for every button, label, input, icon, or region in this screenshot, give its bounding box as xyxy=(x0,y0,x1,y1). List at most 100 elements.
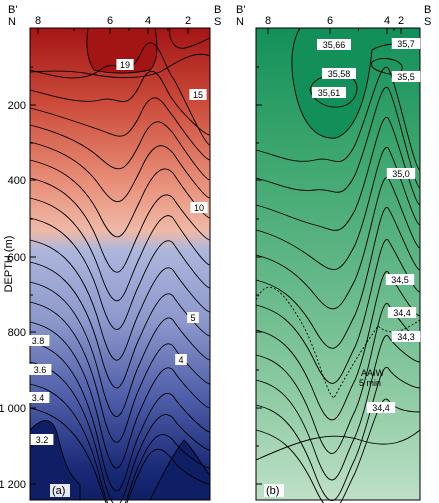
salinity-contour xyxy=(255,239,421,384)
salinity-contour-label-bg xyxy=(391,331,421,342)
y-tick-label: 800 xyxy=(8,327,26,339)
temperature-contour-core xyxy=(86,27,158,74)
salinity-contour xyxy=(255,86,421,193)
y-tick-label: 200 xyxy=(8,100,26,112)
panel-a-labels: 19 15 10 5 4 3.8 3.6 3.4 3.2 xyxy=(26,59,208,445)
salinity-contour-label-bg xyxy=(391,38,421,49)
salinity-contour-label: 35,5 xyxy=(397,72,415,82)
salinity-contour-label: 34,4 xyxy=(393,308,411,318)
salinity-contour-label: 34,5 xyxy=(391,275,409,285)
y-tick-label: 400 xyxy=(8,175,26,187)
salinity-contour-label: 35,58 xyxy=(328,69,351,79)
temperature-contour xyxy=(29,341,211,492)
panel-a-field xyxy=(30,28,210,500)
panel-b-frame xyxy=(255,27,421,501)
salinity-contour-label: 35,66 xyxy=(323,40,346,50)
temperature-contour-label: 15 xyxy=(193,90,203,100)
panel-b-labels: 35,66 35,7 35,58 35,5 35,61 35,0 34,5 34,4 34,3 3… xyxy=(312,38,421,413)
temperature-contour-label: 3.2 xyxy=(36,435,49,445)
temperature-contour-label-bg xyxy=(26,392,50,403)
temperature-contour xyxy=(29,97,211,161)
temperature-contour xyxy=(29,321,211,469)
panel-b-right-end-top: B xyxy=(424,4,431,16)
salinity-contour xyxy=(255,177,421,310)
temperature-contour xyxy=(149,439,211,501)
temperature-contour xyxy=(29,141,211,203)
x-tick-label: 8 xyxy=(35,15,41,27)
salinity-contour-label: 35,7 xyxy=(397,39,415,49)
x-tick-label: 8 xyxy=(265,15,271,27)
salinity-contour-label-bg xyxy=(385,274,415,285)
salinity-contour xyxy=(255,335,421,481)
panel-b xyxy=(255,27,421,503)
temperature-contour xyxy=(29,70,211,136)
salinity-contour xyxy=(255,66,421,171)
aaiw-label: AAIW xyxy=(361,368,385,378)
temperature-contour-label: 3.8 xyxy=(32,336,45,346)
panel-a-contours xyxy=(29,27,211,503)
temperature-contour-label-bg xyxy=(175,354,187,365)
panel-a xyxy=(29,27,211,503)
temperature-contour xyxy=(29,239,211,361)
panel-b-label: (b) xyxy=(266,485,279,497)
salinity-contour xyxy=(255,207,421,349)
temperature-contour-label: 3.6 xyxy=(34,365,47,375)
temperature-contour-label-bg xyxy=(26,335,50,346)
temperature-contour xyxy=(29,383,211,503)
salinity-contour-label: 35,61 xyxy=(318,88,341,98)
salinity-contour-label-bg xyxy=(322,68,356,79)
temperature-contour-label-bg xyxy=(28,364,52,375)
panel-a-label-box xyxy=(50,484,70,497)
temperature-contour-label-bg xyxy=(116,59,134,70)
panel-b-label-box xyxy=(264,484,284,497)
temperature-contour xyxy=(29,301,211,443)
temperature-contour xyxy=(29,420,81,500)
salinity-contour-label-bg xyxy=(386,168,416,179)
temperature-contour-label: 3.4 xyxy=(32,393,45,403)
temperature-contour-label-bg xyxy=(30,434,54,445)
temperature-contour-label: 10 xyxy=(194,203,204,213)
temperature-contour xyxy=(29,261,211,389)
temperature-contour xyxy=(29,121,211,181)
salinity-contour-label-bg xyxy=(366,402,396,413)
temperature-contour-label-bg xyxy=(187,312,199,323)
salinity-contour-label-bg xyxy=(312,87,346,98)
salinity-contour-label-bg xyxy=(317,39,351,50)
x-tick-label: 4 xyxy=(384,15,390,27)
salinity-contour-label: 34,3 xyxy=(397,332,415,342)
temperature-contour xyxy=(29,42,211,146)
panel-a-left-end-top: B' xyxy=(8,4,17,16)
temperature-contour-label: 4 xyxy=(178,355,183,365)
salinity-contour-label: 34,4 xyxy=(372,403,390,413)
temperature-contour xyxy=(29,177,211,273)
temperature-contour-label: 5 xyxy=(190,313,195,323)
temperature-contour xyxy=(29,407,211,503)
y-axis-title: DEPTH (m) xyxy=(3,236,15,293)
salinity-contour-label-bg xyxy=(391,71,421,82)
salinity-contour xyxy=(255,367,421,502)
panel-a-frame xyxy=(29,27,211,501)
panel-b-right-end-bottom: S xyxy=(424,16,431,28)
panel-a-right-end-bottom: S xyxy=(214,16,221,28)
salinity-contour xyxy=(255,429,421,461)
salinity-contour xyxy=(255,303,421,454)
y-tick-label: 600 xyxy=(8,252,26,264)
panel-a-warm-core xyxy=(86,28,157,73)
y-tick-label: 1 200 xyxy=(0,479,26,491)
x-tick-label: 6 xyxy=(327,15,333,27)
temperature-contour xyxy=(169,27,211,49)
panel-a-left-end-bottom: N xyxy=(8,16,16,28)
aaiw-5min-line xyxy=(255,287,421,399)
salinity-contour xyxy=(255,117,421,231)
salinity-contour-core xyxy=(291,27,421,139)
temperature-contour-label-bg xyxy=(190,202,208,213)
temperature-contour-label-bg xyxy=(189,89,207,100)
temperature-contour xyxy=(29,53,211,79)
temperature-contour xyxy=(29,361,211,503)
panel-b-left-end-top: B' xyxy=(236,4,245,16)
x-tick-label: 2 xyxy=(185,15,191,27)
panel-a-right-end-top: B xyxy=(214,4,221,16)
salinity-contour-label-bg xyxy=(387,307,417,318)
temperature-contour xyxy=(29,281,211,418)
